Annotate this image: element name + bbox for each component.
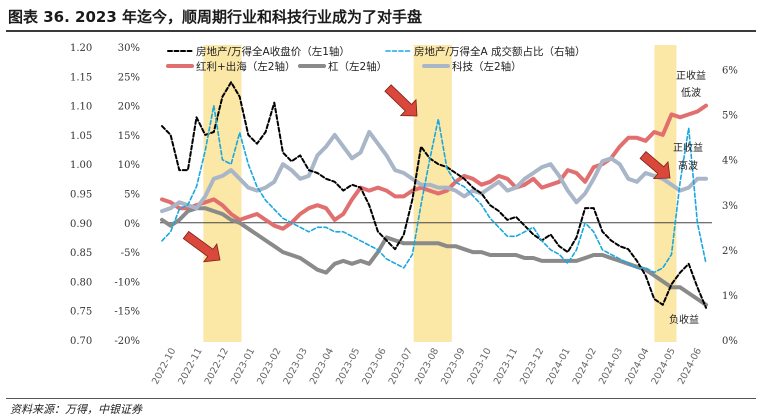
x-tick-label: 2023-01 — [229, 346, 257, 386]
source-rule — [6, 398, 756, 399]
red-arrow — [182, 230, 221, 263]
x-tick-label: 2023-07 — [387, 346, 415, 386]
red-arrow — [639, 151, 671, 180]
legend-label: 房地产/万得全A 成交额占比（右轴） — [414, 45, 586, 58]
left2-tick-label: 0% — [124, 219, 140, 230]
left2-tick-label: 5% — [124, 190, 140, 201]
left1-tick-label: 1.10 — [70, 102, 92, 113]
series-line — [161, 81, 707, 309]
annotation-label: 正收益 — [673, 141, 703, 154]
axes: 0.70 0.75 0.80 0.85 0.90 0.95 1.00 1.05 1.10 1.15… — [70, 43, 738, 386]
legend-label: 杠（左2轴） — [328, 60, 387, 73]
left1-tick-label: 1.05 — [70, 131, 92, 142]
x-tick-label: 2024-01 — [544, 346, 572, 386]
x-tick-label: 2023-08 — [413, 346, 441, 386]
annotation-label: 正收益 — [676, 69, 706, 82]
left2-tick-label: 30% — [118, 43, 140, 54]
x-tick-label: 2024-02 — [571, 346, 599, 386]
legend-label: 房地产/万得全A收盘价（左1轴） — [196, 45, 350, 58]
right-tick-label: 0% — [722, 336, 738, 347]
series-lines — [160, 81, 708, 309]
red-arrow — [384, 84, 418, 117]
legend-label: 科技（左2轴） — [452, 60, 522, 73]
left1-tick-label: 0.95 — [70, 190, 92, 201]
left1-tick-label: 0.75 — [70, 307, 92, 318]
x-tick-label: 2023-06 — [360, 346, 388, 386]
left1-tick-label: 0.70 — [70, 336, 92, 347]
left1-tick-label: 0.90 — [70, 219, 92, 230]
left1-tick-label: 1.15 — [70, 72, 92, 83]
right-tick-label: 5% — [722, 111, 738, 122]
annotation-label: 低波 — [681, 86, 701, 99]
x-tick-label: 2023-02 — [255, 346, 283, 386]
left2-tick-label: -15% — [114, 307, 140, 318]
right-tick-label: 3% — [722, 201, 738, 212]
left2-tick-label: 25% — [118, 72, 140, 83]
x-tick-label: 2022-12 — [203, 346, 231, 386]
left2-tick-label: -10% — [114, 277, 140, 288]
arrow-markers — [182, 84, 671, 263]
left1-tick-label: 0.85 — [70, 248, 92, 259]
annotation-label: 负收益 — [669, 313, 699, 326]
x-tick-label: 2023-11 — [492, 346, 520, 386]
series-line — [160, 130, 708, 214]
right-tick-label: 6% — [722, 66, 738, 77]
left1-tick-label: 0.80 — [70, 277, 92, 288]
left1-tick-label: 1.00 — [70, 160, 92, 171]
series-line — [160, 206, 708, 307]
title-rule — [6, 30, 756, 32]
legend-label: 红利+出海（左2轴） — [196, 60, 295, 73]
x-tick-label: 2023-09 — [439, 346, 467, 386]
right-tick-label: 4% — [722, 156, 738, 167]
x-tick-label: 2023-12 — [518, 346, 546, 386]
chart-canvas: 0.70 0.75 0.80 0.85 0.90 0.95 1.00 1.05 1.10 1.15… — [70, 43, 738, 386]
x-tick-label: 2024-04 — [623, 346, 651, 386]
left2-tick-label: -20% — [114, 336, 140, 347]
left2-tick-label: 10% — [118, 160, 140, 171]
chart-title: 图表 36. 2023 年迄今，顺周期行业和科技行业成为了对手盘 — [8, 8, 422, 26]
x-tick-label: 2023-10 — [465, 346, 493, 386]
left2-tick-label: 15% — [118, 131, 140, 142]
left2-tick-label: 20% — [118, 102, 140, 113]
right-tick-label: 1% — [722, 291, 738, 302]
x-tick-label: 2023-03 — [281, 346, 309, 386]
x-tick-label: 2024-06 — [676, 346, 704, 386]
x-tick-label: 2024-05 — [649, 346, 677, 386]
highlight-band — [203, 45, 242, 342]
x-tick-label: 2024-03 — [597, 346, 625, 386]
left2-tick-label: -5% — [121, 248, 140, 259]
series-line — [160, 103, 708, 231]
x-tick-label: 2022-10 — [150, 346, 178, 386]
source-note: 资料来源：万得，中银证券 — [10, 403, 142, 416]
x-tick-label: 2023-04 — [308, 346, 336, 386]
legend: 房地产/万得全A收盘价（左1轴） 房地产/万得全A 成交额占比（右轴） 红利+出海（… — [166, 45, 586, 73]
series-line — [161, 104, 707, 274]
x-tick-label: 2022-11 — [176, 346, 204, 386]
annotation-label: 高波 — [678, 159, 698, 172]
left1-tick-label: 1.20 — [70, 43, 92, 54]
x-tick-label: 2023-05 — [334, 346, 362, 386]
right-tick-label: 2% — [722, 246, 738, 257]
